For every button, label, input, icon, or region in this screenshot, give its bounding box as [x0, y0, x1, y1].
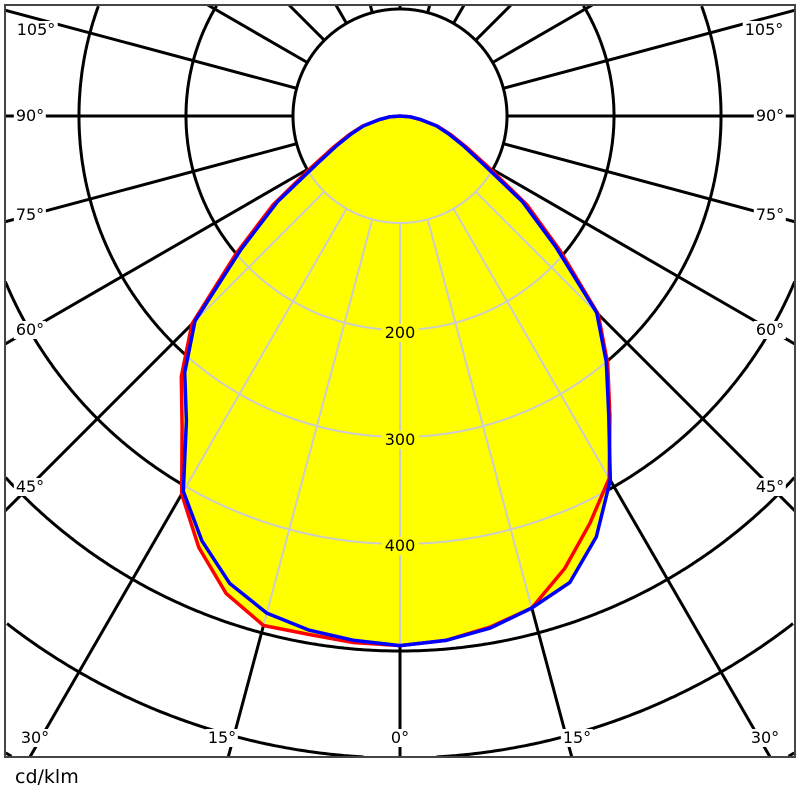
grid-ray-150	[452, 5, 466, 25]
angle-label-right-60: 60°	[753, 320, 787, 339]
grid-ray--135	[287, 5, 326, 42]
angle-label-bottom-15-right: 15°	[560, 728, 594, 747]
angle-label-left-105: 105°	[14, 20, 58, 39]
angle-label-left-90: 90°	[13, 106, 47, 125]
grid-ray--150	[334, 5, 348, 25]
angle-label-right-105: 105°	[742, 20, 786, 39]
angle-label-bottom-30-right: 30°	[748, 728, 782, 747]
angle-label-bottom-30-left: 30°	[18, 728, 52, 747]
grid-ray--165	[368, 5, 374, 14]
grid-ray--45	[181, 190, 326, 512]
radial-tick-400: 400	[381, 537, 419, 555]
grid-circle-300	[181, 116, 611, 438]
grid-ray-120	[491, 5, 594, 64]
grid-ray-75	[502, 142, 795, 224]
grid-ray--15	[227, 219, 374, 646]
grid-circle-700	[5, 751, 795, 757]
grid-ray-135	[474, 5, 513, 42]
intensity-curves	[179, 114, 613, 648]
angle-label-left-60: 60°	[13, 320, 47, 339]
grid-ray-30	[452, 208, 611, 646]
angle-label-right-90: 90°	[753, 106, 787, 125]
grid-ray--75	[5, 142, 298, 224]
grid-ray-15	[426, 219, 573, 646]
grid-ray--30	[181, 208, 348, 646]
grid-ray-60	[491, 168, 795, 346]
grid-circle-600	[6, 622, 794, 757]
radial-tick-200: 200	[381, 324, 419, 342]
angle-label-left-75: 75°	[13, 205, 47, 224]
series-curve-1	[181, 114, 613, 648]
series-fill-1	[183, 116, 611, 646]
unit-label: cd/klm	[15, 766, 79, 788]
grid-ray-165	[426, 5, 432, 14]
grid-ray-45	[474, 190, 611, 512]
angle-label-left-45: 45°	[13, 477, 47, 496]
grid-ray--60	[5, 168, 309, 346]
angle-label-right-45: 45°	[753, 477, 787, 496]
radial-tick-300: 300	[381, 431, 419, 449]
grid-circle-400	[181, 281, 611, 545]
grid-circle-500	[5, 476, 795, 653]
angle-label-bottom-15-left: 15°	[205, 728, 239, 747]
intensity-fill	[181, 116, 611, 646]
angle-label-right-75: 75°	[753, 205, 787, 224]
chart-frame	[4, 4, 796, 758]
angle-label-bottom-0: 0°	[388, 728, 412, 747]
grid-ray--120	[206, 5, 309, 64]
